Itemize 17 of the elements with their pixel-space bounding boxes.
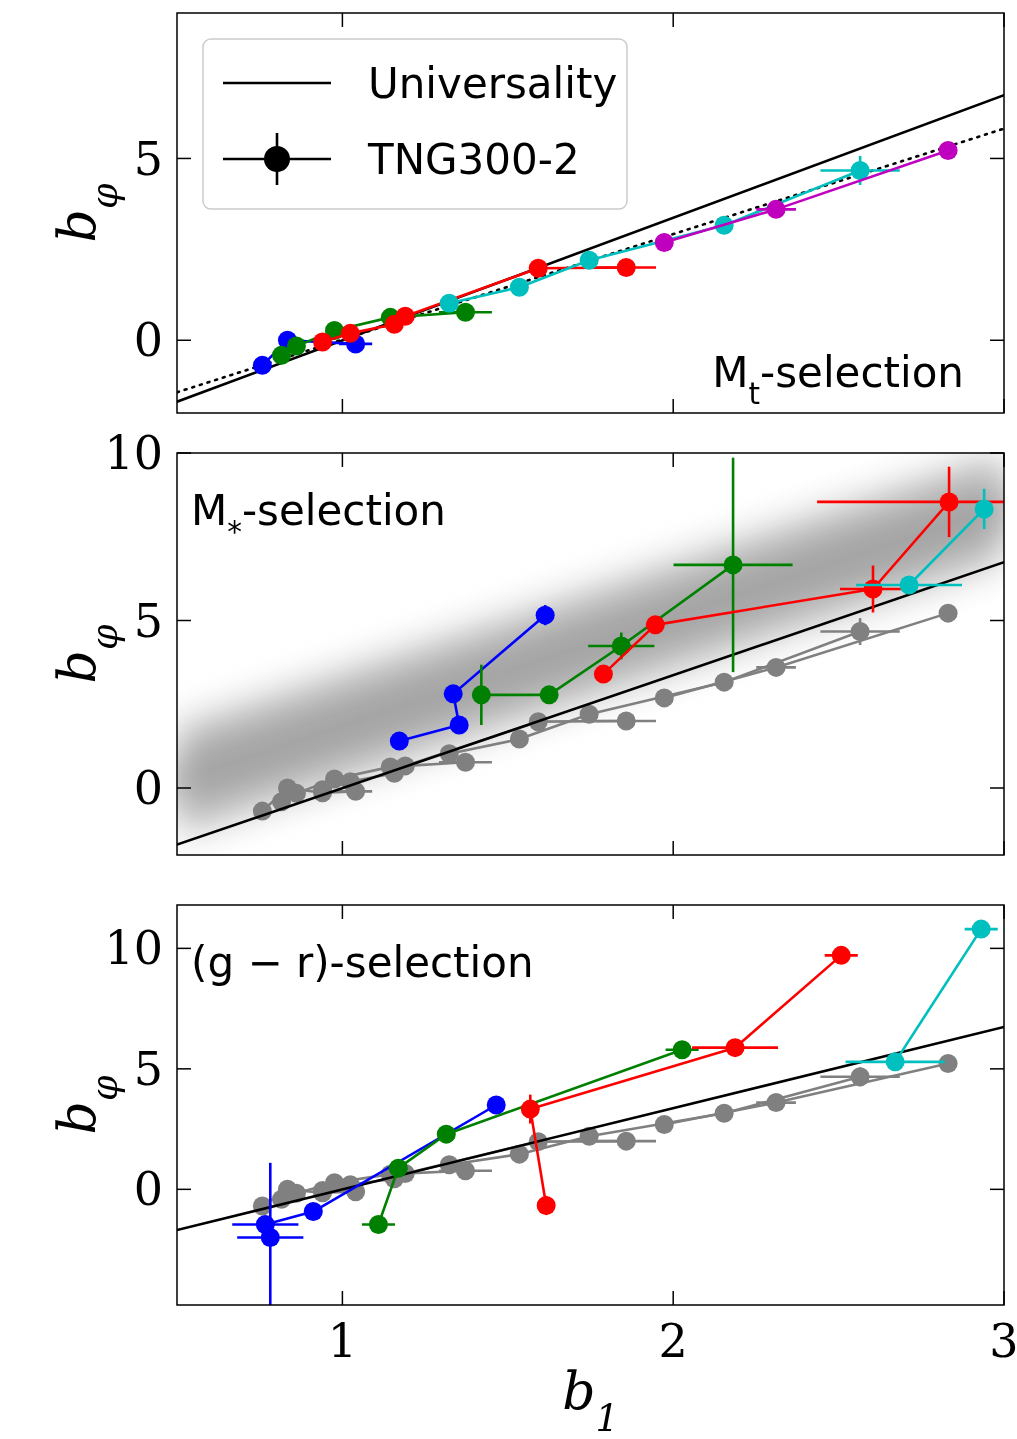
x-tick-label: 3 <box>989 1314 1017 1368</box>
annotation: (g − r)-selection <box>191 938 534 987</box>
x-axis-title: b$_{1}$ <box>562 1361 619 1439</box>
y-tick-label: 0 <box>133 313 163 368</box>
x-tick-label: 1 <box>327 1314 358 1368</box>
y-tick-label: 0 <box>133 761 163 816</box>
annotation: M$_{t}$-selection <box>712 348 964 411</box>
annotation: TNG300-2 <box>367 134 580 184</box>
y-tick-label: 10 <box>104 426 163 481</box>
legend-label: Universality <box>368 58 618 108</box>
y-tick-label: 5 <box>133 593 163 648</box>
y-tick-label: 10 <box>104 921 163 976</box>
annotation: M$_{*}$-selection <box>191 486 446 549</box>
y-tick-label: 5 <box>133 131 163 186</box>
x-tick-label: 2 <box>658 1314 688 1368</box>
y-tick-label: 0 <box>133 1162 163 1217</box>
y-tick-label: 5 <box>133 1041 163 1096</box>
